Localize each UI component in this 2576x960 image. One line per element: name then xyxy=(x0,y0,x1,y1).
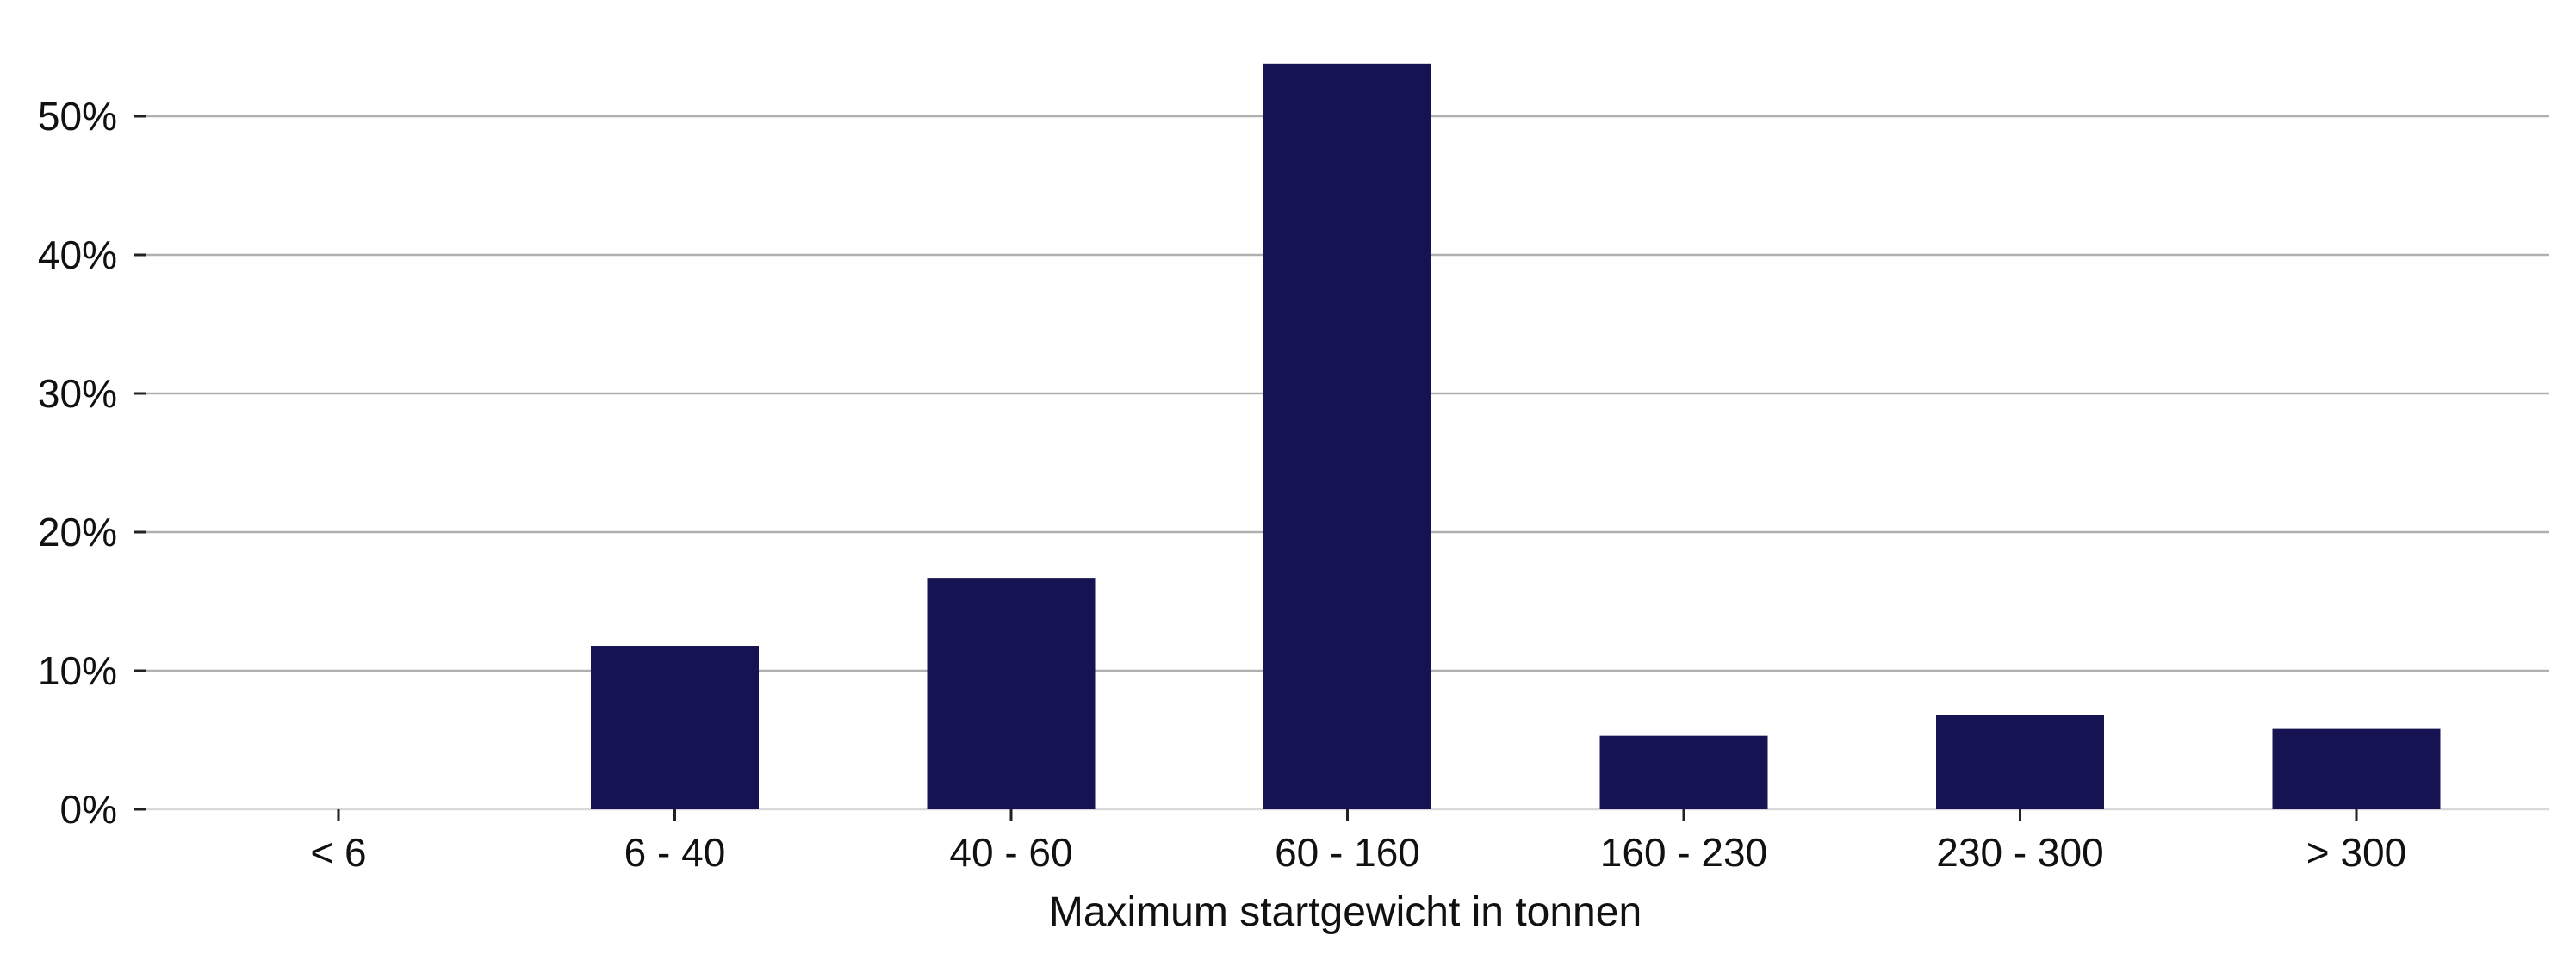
bar-3 xyxy=(1263,63,1431,809)
x-tick-label: < 6 xyxy=(310,830,366,875)
y-tick-label: 50% xyxy=(38,94,117,139)
y-tick-label: 0% xyxy=(60,787,117,832)
bar-2 xyxy=(927,578,1096,809)
y-tick-label: 20% xyxy=(38,510,117,554)
x-tick-label: 40 - 60 xyxy=(949,830,1072,875)
x-tick-label: > 300 xyxy=(2306,830,2406,875)
y-axis: 0% 10% 20% 30% 40% 50% xyxy=(38,94,146,832)
y-tick-label: 10% xyxy=(38,648,117,693)
x-tick-label: 60 - 160 xyxy=(1275,830,1420,875)
bar-6 xyxy=(2272,728,2441,809)
y-tick-label: 30% xyxy=(38,371,117,416)
bar-4 xyxy=(1599,735,1768,809)
x-tick-label: 230 - 300 xyxy=(1936,830,2103,875)
y-tick-label: 40% xyxy=(38,232,117,277)
bar-5 xyxy=(1936,715,2104,809)
bars xyxy=(591,63,2441,809)
x-tick-label: 160 - 230 xyxy=(1600,830,1767,875)
bar-1 xyxy=(591,646,759,809)
x-axis: < 6 6 - 40 40 - 60 60 - 160 160 - 230 230 - 3… xyxy=(310,809,2406,875)
x-tick-label: 6 - 40 xyxy=(624,830,726,875)
x-axis-title: Maximum startgewicht in tonnen xyxy=(1049,889,1642,935)
